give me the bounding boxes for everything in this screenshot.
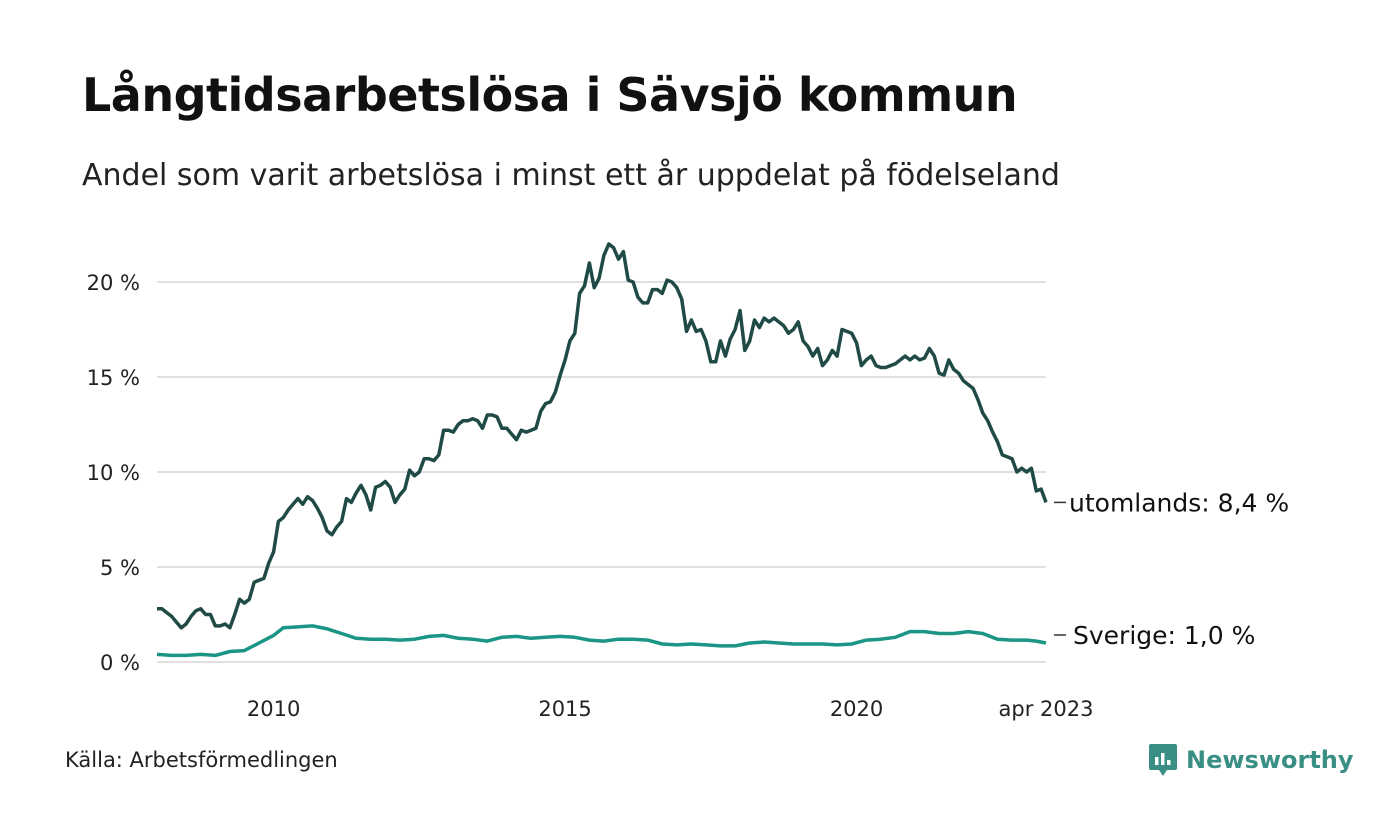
x-tick-label: 2010 xyxy=(247,697,300,721)
y-tick-label: 20 % xyxy=(87,271,140,295)
chart-subtitle: Andel som varit arbetslösa i minst ett å… xyxy=(82,158,1060,193)
series-line-sverige xyxy=(156,624,1047,658)
newsworthy-logo-icon xyxy=(1149,744,1177,776)
end-label-utomlands: utomlands: 8,4 % xyxy=(1069,488,1289,517)
y-tick-label: 15 % xyxy=(87,366,140,390)
x-tick-label: 2015 xyxy=(538,697,591,721)
series-lines xyxy=(156,242,1048,658)
line-chart: 0 %5 %10 %15 %20 % 2010 2015 2020 apr 2023 … xyxy=(87,242,1289,721)
y-tick-label: 0 % xyxy=(100,651,140,675)
x-tick-label: 2020 xyxy=(830,697,883,721)
series-line-utomlands xyxy=(157,242,1048,630)
source-note: Källa: Arbetsförmedlingen xyxy=(65,748,338,772)
y-tick-label: 5 % xyxy=(100,556,140,580)
brand-logo[interactable]: Newsworthy xyxy=(1148,742,1354,778)
end-label-sverige: Sverige: 1,0 % xyxy=(1073,621,1255,650)
gridlines xyxy=(157,281,1046,663)
x-tick-label: apr 2023 xyxy=(999,697,1094,721)
y-tick-label: 10 % xyxy=(87,461,140,485)
brand-name: Newsworthy xyxy=(1186,746,1354,774)
x-axis-ticks: 2010 2015 2020 apr 2023 xyxy=(247,697,1094,721)
end-labels: utomlands: 8,4 % Sverige: 1,0 % xyxy=(1054,488,1289,650)
chart-title: Långtidsarbetslösa i Sävsjö kommun xyxy=(82,68,1018,122)
y-axis-ticks: 0 % 5 % 10 % 15 % 20 % xyxy=(87,271,140,675)
